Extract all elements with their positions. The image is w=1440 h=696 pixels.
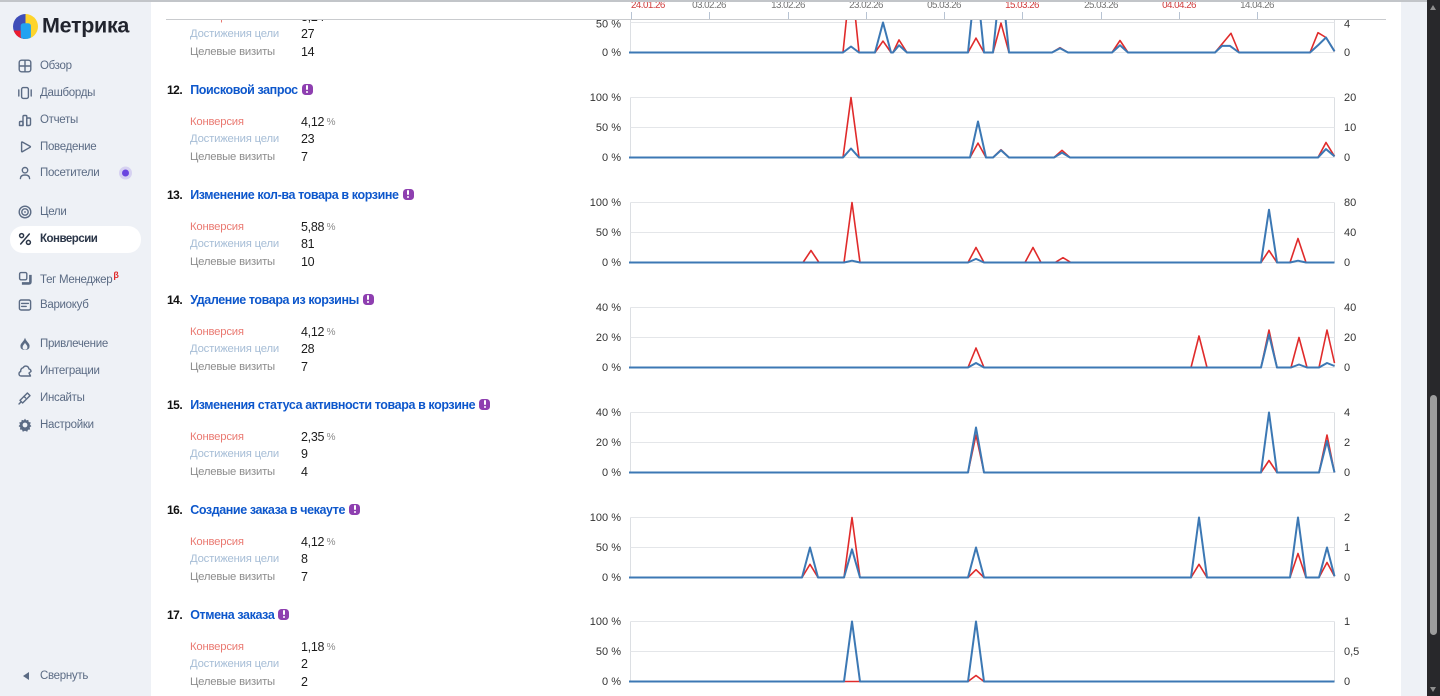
svg-text:20: 20 (1344, 332, 1356, 344)
svg-text:40: 40 (1344, 302, 1356, 314)
svg-text:80: 80 (1344, 197, 1356, 209)
svg-text:0,5: 0,5 (1344, 646, 1359, 658)
svg-text:100 %: 100 % (590, 616, 621, 628)
svg-text:4: 4 (1344, 407, 1350, 419)
svg-text:2: 2 (1344, 437, 1350, 449)
svg-text:0 %: 0 % (602, 47, 621, 59)
svg-text:100 %: 100 % (590, 197, 621, 209)
svg-text:0: 0 (1344, 257, 1350, 269)
svg-text:50 %: 50 % (596, 122, 621, 134)
svg-text:40 %: 40 % (596, 407, 621, 419)
svg-text:0 %: 0 % (602, 467, 621, 479)
svg-text:0 %: 0 % (602, 257, 621, 269)
svg-text:50 %: 50 % (596, 646, 621, 658)
svg-text:0: 0 (1344, 152, 1350, 164)
svg-text:0 %: 0 % (602, 152, 621, 164)
svg-text:0: 0 (1344, 467, 1350, 479)
svg-text:100 %: 100 % (590, 512, 621, 524)
svg-text:0 %: 0 % (602, 362, 621, 374)
svg-text:4: 4 (1344, 19, 1350, 31)
svg-text:40: 40 (1344, 227, 1356, 239)
svg-text:10: 10 (1344, 122, 1356, 134)
svg-text:50 %: 50 % (596, 542, 621, 554)
svg-text:0: 0 (1344, 362, 1350, 374)
svg-text:0 %: 0 % (602, 676, 621, 688)
svg-text:20 %: 20 % (596, 437, 621, 449)
svg-text:0 %: 0 % (602, 572, 621, 584)
svg-text:0: 0 (1344, 572, 1350, 584)
svg-text:20: 20 (1344, 92, 1356, 104)
svg-text:0: 0 (1344, 47, 1350, 59)
svg-text:100 %: 100 % (590, 92, 621, 104)
svg-text:0: 0 (1344, 676, 1350, 688)
svg-text:50 %: 50 % (596, 227, 621, 239)
svg-text:2: 2 (1344, 512, 1350, 524)
svg-text:20 %: 20 % (596, 332, 621, 344)
svg-text:40 %: 40 % (596, 302, 621, 314)
svg-text:1: 1 (1344, 542, 1350, 554)
svg-text:50 %: 50 % (596, 19, 621, 31)
svg-text:1: 1 (1344, 616, 1350, 628)
